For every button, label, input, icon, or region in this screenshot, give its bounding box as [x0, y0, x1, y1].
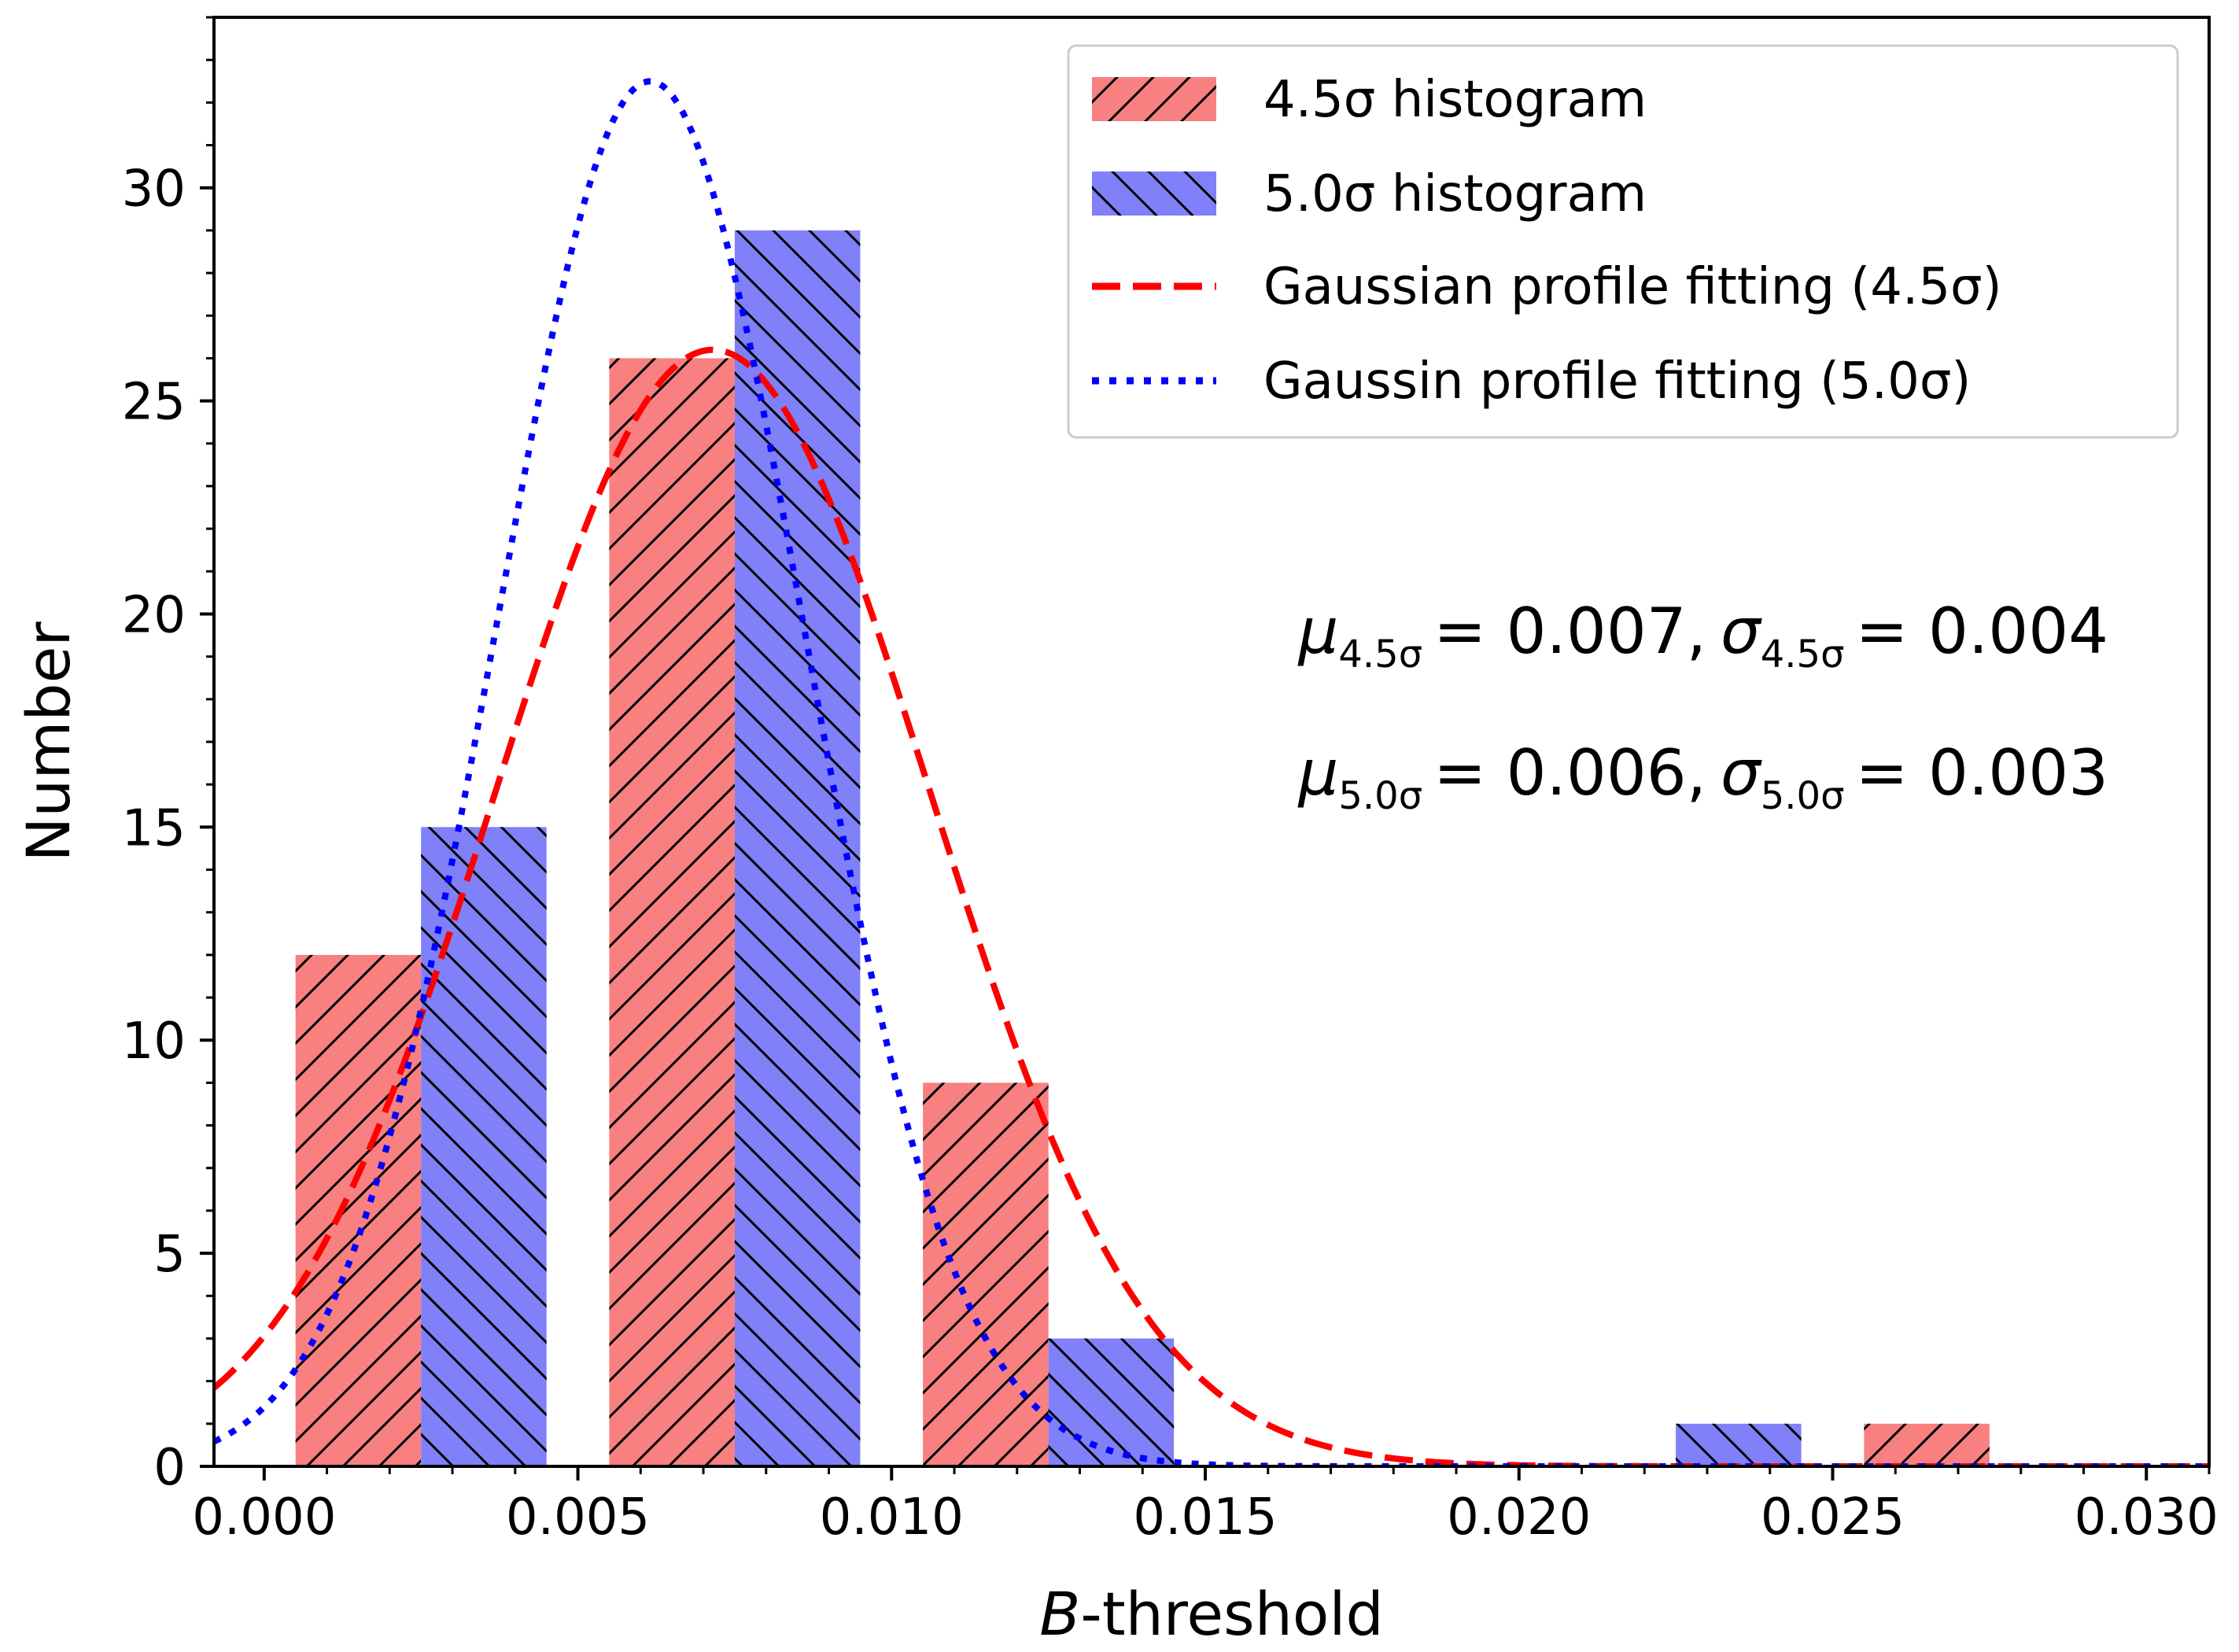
y-tick-label: 10: [122, 1012, 186, 1071]
annotation-5p0sigma: μ5.0σ = 0.006, σ5.0σ = 0.003: [1297, 736, 2108, 818]
annotation-4p5sigma: μ4.5σ = 0.007, σ4.5σ = 0.004: [1297, 595, 2108, 677]
bar-hatch: [295, 954, 422, 1466]
annotation-mu-value: = 0.007,: [1433, 595, 1706, 668]
bar-series0-0: [295, 954, 422, 1466]
bar-hatch: [609, 358, 735, 1467]
plot-frame: [212, 16, 2211, 1468]
legend-label-4p5-histogram: 4.5σ histogram: [1263, 71, 1647, 129]
y-tick-label: 20: [122, 586, 186, 644]
bar-hatch: [1048, 1338, 1175, 1466]
y-axis-title: Number: [13, 621, 83, 862]
x-axis-title: B-threshold: [1039, 1579, 1383, 1648]
fit-curve-5p0sigma: [214, 78, 2209, 1466]
x-tick-label: 0.020: [1447, 1488, 1591, 1547]
bar-series1-2: [1048, 1338, 1175, 1466]
bar-series0-1: [609, 358, 735, 1467]
y-tick-label: 30: [122, 160, 186, 219]
bar-hatch: [923, 1082, 1049, 1466]
annotation-sigma-subscript: 4.5σ: [1761, 632, 1845, 677]
annotation-sigma-subscript: 5.0σ: [1761, 774, 1845, 818]
legend: 4.5σ histogram 5.0σ histogram Gaussian p…: [1067, 44, 2179, 439]
annotation-sigma-value: = 0.003: [1856, 736, 2108, 809]
bar-series0-2: [923, 1082, 1049, 1466]
x-axis-title-italic: B: [1039, 1579, 1080, 1648]
fit-curve-4p5sigma: [214, 346, 2209, 1466]
bar-hatch: [421, 827, 547, 1466]
legend-label-5p0-fit: Gaussin profile fitting (5.0σ): [1263, 352, 1971, 411]
bar-hatch: [1676, 1423, 1802, 1466]
x-axis-title-rest: -threshold: [1080, 1579, 1383, 1648]
bar-series1-0: [421, 827, 547, 1466]
mu-symbol: μ: [1297, 595, 1338, 668]
sigma-symbol: σ: [1721, 736, 1762, 809]
x-tick-label: 0.025: [1761, 1488, 1905, 1547]
annotation-mu-subscript: 5.0σ: [1338, 774, 1422, 818]
legend-box: [1067, 44, 2179, 439]
annotation-mu-value: = 0.006,: [1433, 736, 1706, 809]
bar-series0-3: [1864, 1423, 1990, 1466]
histogram-bars: [295, 230, 1990, 1467]
annotation-sigma-value: = 0.004: [1856, 595, 2108, 668]
y-tick-label: 5: [153, 1226, 186, 1284]
legend-swatch-5p0-hatch: [1092, 171, 1216, 216]
bar-series1-1: [734, 230, 861, 1467]
legend-label-4p5-fit: Gaussian profile fitting (4.5σ): [1263, 258, 2002, 316]
x-tick-label: 0.010: [820, 1488, 964, 1547]
legend-label-5p0-histogram: 5.0σ histogram: [1263, 165, 1647, 223]
y-tick-label: 0: [153, 1439, 186, 1497]
gaussian-fit-curves: [214, 78, 2209, 1466]
fit-parameter-annotations: μ4.5σ = 0.007, σ4.5σ = 0.004 μ5.0σ = 0.006, σ…: [1297, 595, 2108, 818]
bar-hatch: [734, 230, 861, 1467]
sigma-symbol: σ: [1721, 595, 1762, 668]
y-tick-label: 15: [122, 799, 186, 857]
bar-hatch: [1864, 1423, 1990, 1466]
x-tick-label: 0.005: [506, 1488, 650, 1547]
mu-symbol: μ: [1297, 736, 1338, 809]
legend-swatch-4p5-hatch: [1092, 77, 1216, 121]
x-tick-label: 0.030: [2075, 1488, 2219, 1547]
bar-series1-3: [1676, 1423, 1802, 1466]
x-tick-label: 0.015: [1133, 1488, 1277, 1547]
y-tick-label: 25: [122, 374, 186, 432]
annotation-mu-subscript: 4.5σ: [1338, 632, 1422, 677]
x-tick-label: 0.000: [192, 1488, 336, 1547]
